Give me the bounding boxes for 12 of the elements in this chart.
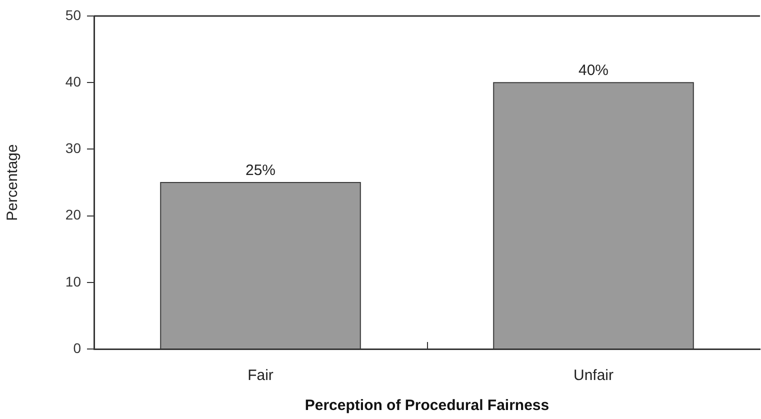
- x-tick-label: Unfair: [573, 367, 614, 384]
- y-tick-label: 10: [65, 273, 82, 290]
- y-tick-label: 40: [65, 73, 82, 90]
- y-tick-label: 50: [65, 6, 82, 23]
- y-tick-label: 20: [65, 206, 82, 223]
- x-axis-title: Perception of Procedural Fairness: [304, 397, 550, 414]
- y-tick-label: 30: [65, 140, 82, 156]
- data-label: 25%: [245, 162, 276, 180]
- x-tick-label: Fair: [248, 367, 274, 384]
- y-tick-label: 0: [73, 340, 82, 356]
- y-axis-title: Percentage: [4, 144, 22, 221]
- data-label: 40%: [578, 62, 609, 80]
